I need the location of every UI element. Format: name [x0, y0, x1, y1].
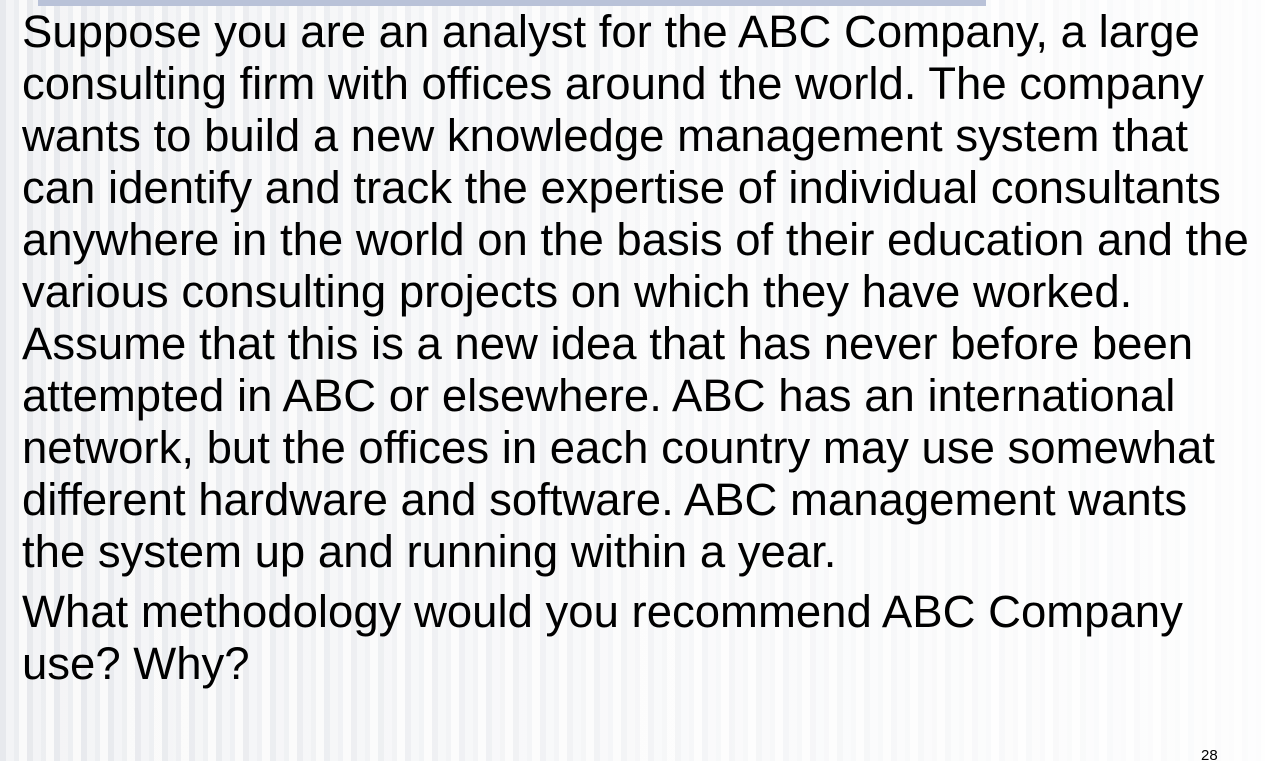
- slide-body: Suppose you are an analyst for the ABC C…: [22, 6, 1252, 690]
- top-accent-bar: [38, 0, 986, 6]
- question-paragraph: What methodology would you recommend ABC…: [22, 586, 1183, 689]
- page-number: 28: [1201, 747, 1218, 761]
- case-paragraph: Suppose you are an analyst for the ABC C…: [22, 6, 1249, 577]
